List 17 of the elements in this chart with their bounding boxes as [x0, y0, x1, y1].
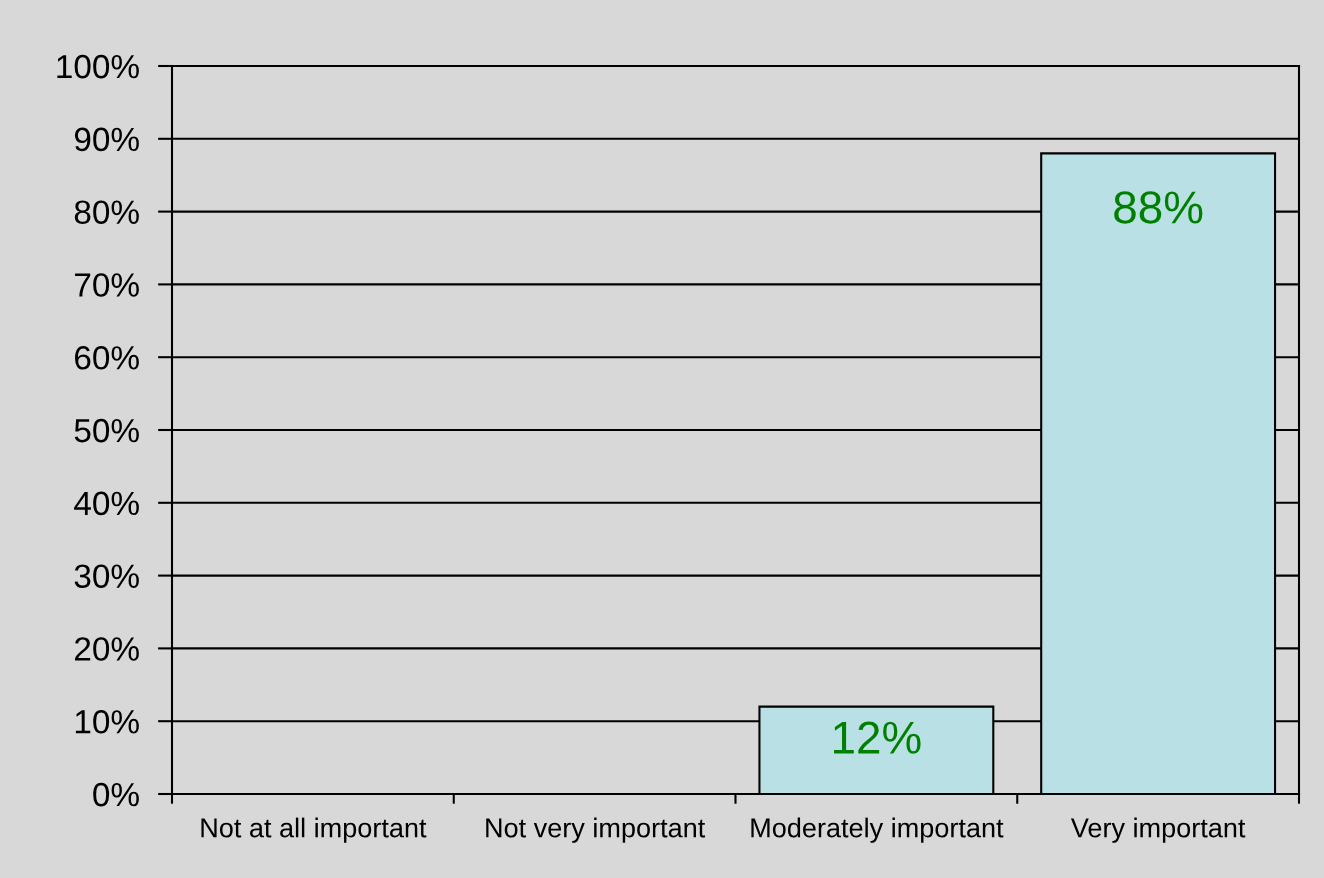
y-tick-label: 70% — [75, 273, 139, 297]
data-label: 12% — [834, 721, 921, 754]
y-tick-label: 60% — [75, 346, 139, 370]
y-tick-label: 90% — [74, 127, 139, 152]
y-tick-label: 40% — [74, 491, 139, 516]
x-tick-label: Not very important — [486, 817, 706, 843]
y-tick-label: 100% — [57, 54, 139, 79]
y-tick-label: 0% — [93, 782, 139, 807]
y-tick-label: 30% — [74, 564, 139, 589]
y-tick-label: 80% — [74, 200, 139, 225]
x-tick-label: Moderately important — [751, 817, 1004, 843]
x-tick-label: Not at all important — [201, 817, 427, 843]
data-label: 88% — [1114, 191, 1203, 224]
y-tick-label: 10% — [75, 710, 139, 734]
y-tick-label: 20% — [75, 637, 139, 661]
x-tick-label: Very important — [1070, 817, 1246, 843]
y-tick-label: 50% — [74, 418, 139, 443]
